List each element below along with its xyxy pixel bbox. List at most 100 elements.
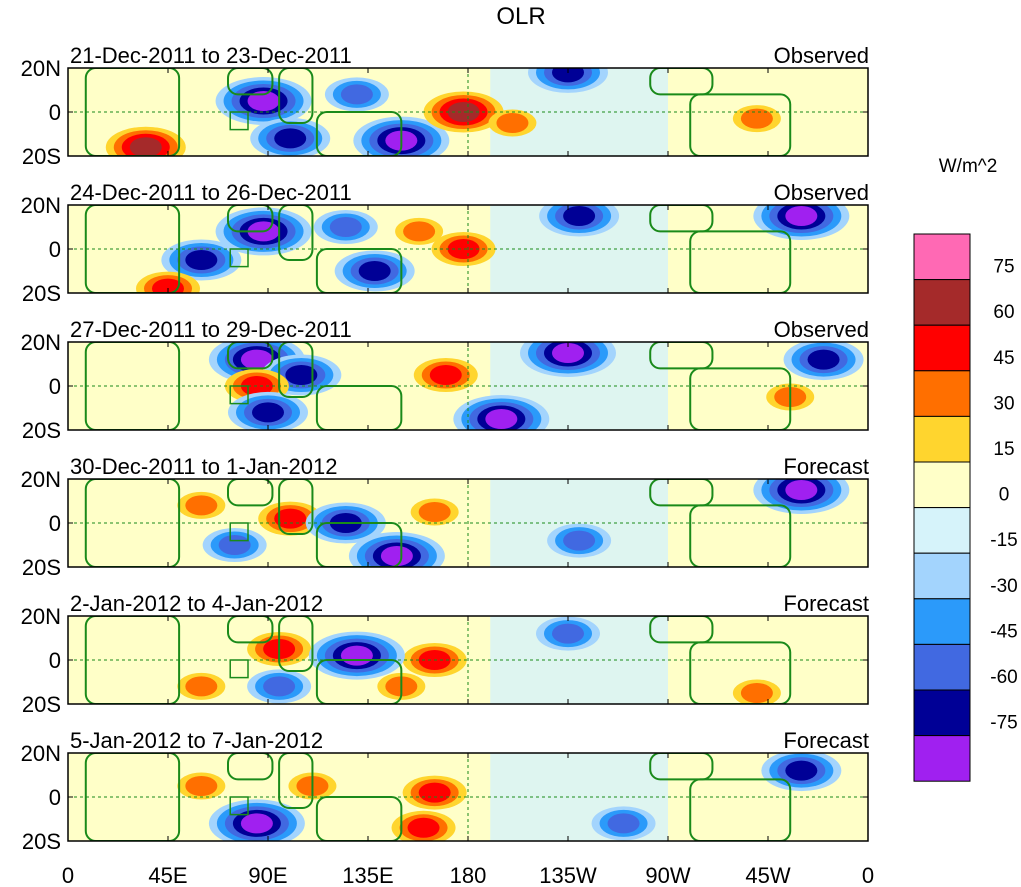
anomaly-contour-7-3: [563, 530, 596, 551]
panel-date-range: 27-Dec-2011 to 29-Dec-2011: [70, 317, 352, 342]
reference-box: [229, 659, 249, 679]
landmass-outline-6: [689, 778, 792, 841]
panel-4: 20N 0 20S 30-Dec-2011 to 1-Jan-2012 Forecast: [21, 454, 869, 580]
landmass-outline-5: [649, 342, 714, 370]
anomaly-field: [136, 205, 850, 293]
y-tick-label: 0: [49, 374, 61, 399]
panel-kind: Forecast: [783, 728, 869, 753]
reference-box: [229, 522, 249, 542]
y-tick-label: 20S: [22, 555, 61, 580]
x-tick-label: 180: [450, 863, 487, 887]
reference-box: [229, 385, 249, 405]
y-tick-label: 20N: [21, 467, 61, 492]
panel-6: 20N 0 20S 5-Jan-2012 to 7-Jan-2012 Forecast: [21, 728, 869, 854]
panel-2: 20N 0 20S 24-Dec-2011 to 26-Dec-2011 Observe…: [21, 180, 869, 306]
y-tick-label: 20S: [22, 418, 61, 443]
landmass-outline-1: [84, 616, 181, 704]
y-tick-label: 20S: [22, 144, 61, 169]
colorbar-level-label: 60: [993, 302, 1014, 323]
landmass-outline-2: [227, 616, 274, 644]
colorbar: W/m^2 75 60 45 30 15 0 -15 -30 -45 -60 -75: [913, 156, 1018, 782]
anomaly-contour-2-3: [418, 782, 451, 803]
landmass-outline-4: [315, 796, 403, 841]
anomaly-contour-2-4: [274, 128, 307, 149]
anomaly-contour-5-2: [403, 221, 436, 242]
colorbar-swatch-6: [913, 461, 971, 509]
colorbar-units: W/m^2: [939, 156, 998, 177]
panel-kind: Observed: [774, 43, 869, 68]
landmass-outline-2: [227, 753, 274, 781]
landmass-outline-3: [278, 68, 314, 124]
anomaly-field: [177, 479, 850, 567]
colorbar-swatch-5: [913, 415, 971, 463]
landmass-outline-2: [227, 205, 274, 233]
anomaly-contour-8-4: [807, 349, 840, 370]
landmass-outline-4: [315, 522, 403, 567]
anomaly-contour-1-3: [274, 508, 307, 529]
colorbar-swatch-2: [913, 279, 971, 326]
panel-kind: Forecast: [783, 591, 869, 616]
landmass-outline-4: [315, 385, 403, 430]
landmass-outline-6: [689, 641, 792, 704]
y-tick-label: 20N: [21, 330, 61, 355]
landmass-outline-4: [315, 659, 403, 704]
landmass-outline-5: [649, 205, 714, 233]
anomaly-contour-3-5: [240, 813, 273, 834]
anomaly-contour-6-2: [496, 113, 529, 133]
anomaly-contour-9-2: [740, 108, 773, 129]
anomaly-contour-7-2: [185, 776, 218, 796]
landmass-outline-5: [649, 753, 714, 781]
landmass-outline-3: [278, 342, 314, 398]
anomaly-contour-8-4: [185, 250, 218, 270]
anomaly-contour-6-4: [563, 206, 596, 226]
landmass-outline-2: [227, 479, 274, 507]
landmass-outline-5: [649, 616, 714, 644]
anomaly-contour-7-4: [129, 137, 162, 156]
colorbar-level-label: 0: [999, 485, 1010, 506]
landmass-outline-4: [315, 248, 403, 293]
anomaly-contour-2-3: [329, 217, 362, 237]
anomaly-contour-4-2: [418, 502, 451, 522]
anomaly-contour-6-5: [785, 480, 818, 500]
landmass-outline-6: [689, 93, 792, 156]
anomaly-field: [177, 616, 781, 704]
anomaly-contour-3-5: [340, 645, 373, 666]
colorbar-level-label: 15: [993, 439, 1014, 460]
landmass-outline-1: [84, 753, 181, 841]
y-tick-label: 20N: [21, 604, 61, 629]
panel-date-range: 30-Dec-2011 to 1-Jan-2012: [70, 454, 337, 479]
anomaly-contour-8-3: [218, 535, 251, 555]
colorbar-swatch-4: [913, 370, 971, 417]
colorbar-level-label: -75: [990, 713, 1017, 734]
colorbar-level-label: -60: [990, 667, 1017, 688]
anomaly-contour-1-5: [247, 91, 280, 111]
panel-date-range: 2-Jan-2012 to 4-Jan-2012: [70, 591, 323, 616]
landmass-outline-5: [649, 68, 714, 96]
anomaly-contour-6-3: [552, 623, 584, 644]
colorbar-swatch-11: [913, 689, 971, 737]
anomaly-contour-8-4: [552, 68, 584, 83]
landmass-outline-1: [84, 205, 181, 293]
panel-kind: Forecast: [783, 454, 869, 479]
anomaly-contour-5-4: [785, 760, 818, 781]
anomaly-contour-5-4: [447, 102, 480, 122]
y-tick-label: 20S: [22, 829, 61, 854]
reference-box: [229, 248, 249, 268]
x-axis: 0 45E 90E 135E 180 135W 90W 45W 0: [62, 863, 874, 887]
anomaly-contour-5-2: [185, 495, 218, 516]
colorbar-level-label: -30: [990, 576, 1017, 597]
anomaly-contour-2-5: [380, 546, 413, 566]
colorbar-swatch-12: [913, 735, 971, 782]
colorbar-swatch-10: [913, 643, 971, 691]
colorbar-level-label: 30: [993, 393, 1014, 414]
anomaly-contour-3-4: [358, 261, 391, 281]
landmass-outline-2: [227, 68, 274, 96]
coastlines: [84, 753, 792, 841]
anomaly-contour-5-5: [552, 343, 584, 363]
y-tick-label: 0: [49, 648, 61, 673]
anomaly-contour-6-5: [485, 409, 518, 429]
anomaly-contour-8-3: [263, 676, 296, 697]
y-tick-label: 0: [49, 511, 61, 536]
reference-box: [229, 796, 249, 816]
